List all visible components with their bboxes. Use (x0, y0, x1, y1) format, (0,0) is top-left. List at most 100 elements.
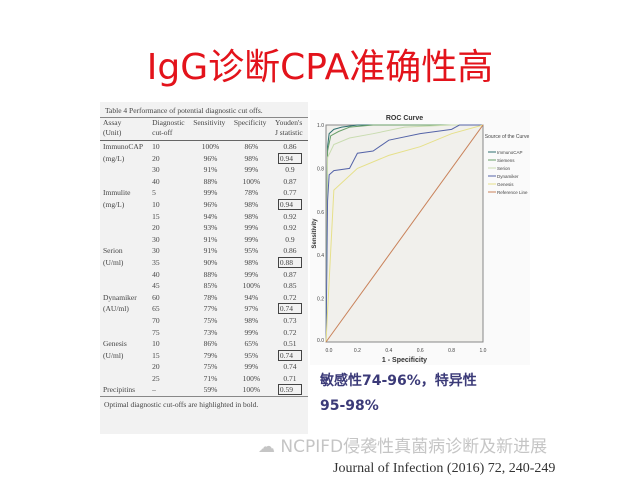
table-row: 45 85% 100% 0.85 (100, 280, 308, 292)
cell-text: 71% (203, 373, 218, 383)
table-cell (100, 222, 149, 234)
table-cell: 93% (190, 222, 231, 234)
cell-text: (mg/L) (103, 199, 125, 209)
cell-text: 10 (152, 199, 160, 209)
cell-text: 100% (242, 281, 261, 291)
table-cell: 99% (231, 164, 272, 176)
table-cell (100, 269, 149, 281)
cell-text: Immulite (103, 188, 131, 198)
cell-text: 0.87 (283, 269, 297, 279)
table-cell: Precipitins (100, 384, 149, 396)
note-line-2: 95-98% (320, 398, 379, 414)
table-cell: 15 (149, 350, 190, 362)
cell-text: 90% (203, 257, 218, 267)
cell-text: 99% (244, 327, 259, 337)
table-cell: 86% (231, 141, 272, 153)
table-cell: 78% (231, 187, 272, 199)
table-cell: 0.71 (272, 373, 308, 385)
table-cell (100, 234, 149, 246)
table-row: (U/ml) 35 90% 98% 0.88 (100, 256, 308, 269)
table-cell (100, 211, 149, 223)
cell-text: 0.92 (283, 223, 297, 233)
table-cell: 0.88 (272, 256, 308, 269)
optimal-value: 0.74 (277, 349, 303, 361)
cell-text: 5 (152, 188, 156, 198)
cell-text: Precipitins (103, 385, 136, 395)
table-cell: 65% (231, 338, 272, 350)
y-tick-label: 1.0 (317, 123, 324, 129)
table-cell: 40 (149, 269, 190, 281)
table-row: (U/ml) 15 79% 95% 0.74 (100, 349, 308, 362)
table-cell: 20 (149, 153, 190, 165)
table-cell (100, 280, 149, 292)
column-header: Youden's (274, 118, 303, 127)
table-row: Genesis 10 86% 65% 0.51 (100, 338, 308, 350)
table-cell: 98% (231, 315, 272, 327)
cell-text: (U/ml) (103, 350, 124, 360)
table-cell: 91% (190, 245, 231, 257)
cell-text: 0.85 (283, 281, 297, 291)
table-cell: 98% (231, 211, 272, 223)
cell-text: 99% (244, 234, 259, 244)
cell-text: 0.9 (285, 165, 295, 175)
cell-text: 0.86 (283, 142, 297, 151)
table-row: 30 91% 99% 0.9 (100, 164, 308, 176)
slide-title: IgG诊断CPA准确性高 (146, 47, 494, 88)
wechat-icon: ☁ (258, 437, 281, 457)
cell-text: 100% (242, 373, 261, 383)
x-tick-label: 0.6 (417, 348, 424, 354)
table-cell: 10 (149, 199, 190, 211)
cell-text: 40 (152, 269, 160, 279)
table-cell: 0.9 (272, 234, 308, 246)
cell-text: 91% (203, 165, 218, 175)
cell-text: 97% (244, 304, 259, 314)
cell-text: 98% (244, 153, 259, 163)
cell-text: 99% (244, 362, 259, 372)
table-cell: 90% (190, 257, 231, 269)
column-header: J statistic (271, 128, 308, 141)
table-footnote: Optimal diagnostic cut-offs are highligh… (100, 396, 308, 412)
cell-text: 96% (203, 199, 218, 209)
roc-series-line (325, 124, 483, 343)
y-tick-label: 0.4 (317, 253, 324, 259)
table-row: 20 75% 99% 0.74 (100, 361, 308, 373)
cell-text: 94% (244, 292, 259, 302)
cell-text: 99% (244, 223, 259, 233)
table-cell: 0.72 (272, 327, 308, 339)
table-cell: 79% (190, 350, 231, 362)
cell-text: 79% (203, 350, 218, 360)
cell-text: – (152, 385, 156, 395)
table-cell: 0.94 (272, 198, 308, 211)
table-cell: 94% (190, 211, 231, 223)
table-cell: 73% (190, 327, 231, 339)
cell-text: Genesis (103, 339, 127, 349)
table-cell: 100% (231, 280, 272, 292)
roc-series-line (325, 124, 483, 343)
legend-entry: Serion (497, 166, 511, 171)
cell-text: 98% (244, 211, 259, 221)
table-cell: 59% (190, 384, 231, 396)
table-cell: Dynamiker (100, 292, 149, 304)
table-cell: 91% (190, 164, 231, 176)
optimal-value: 0.94 (277, 152, 303, 164)
cell-text: 85% (203, 281, 218, 291)
table-cell: 35 (149, 257, 190, 269)
table-cell: 0.77 (272, 187, 308, 199)
table-caption: Table 4 Performance of potential diagnos… (100, 102, 308, 118)
table-cell: 100% (190, 141, 231, 153)
cell-text: 10 (152, 142, 160, 151)
table-cell: 30 (149, 245, 190, 257)
table-row: 40 88% 99% 0.87 (100, 269, 308, 281)
table-cell: 95% (231, 350, 272, 362)
table-cell: 85% (190, 280, 231, 292)
cell-text: 15 (152, 211, 160, 221)
table-cell: 100% (231, 176, 272, 188)
diagnostic-cutoff-table: Table 4 Performance of potential diagnos… (100, 102, 308, 434)
table-row: ImmunoCAP 10 100% 86% 0.86 (100, 141, 308, 153)
cell-text: 75 (152, 327, 160, 337)
table-row: (mg/L) 20 96% 98% 0.94 (100, 152, 308, 165)
cell-text: 73% (203, 327, 218, 337)
column-header: Specificity (233, 118, 267, 127)
column-header (190, 128, 231, 141)
column-header: Sensitivity (193, 118, 226, 127)
